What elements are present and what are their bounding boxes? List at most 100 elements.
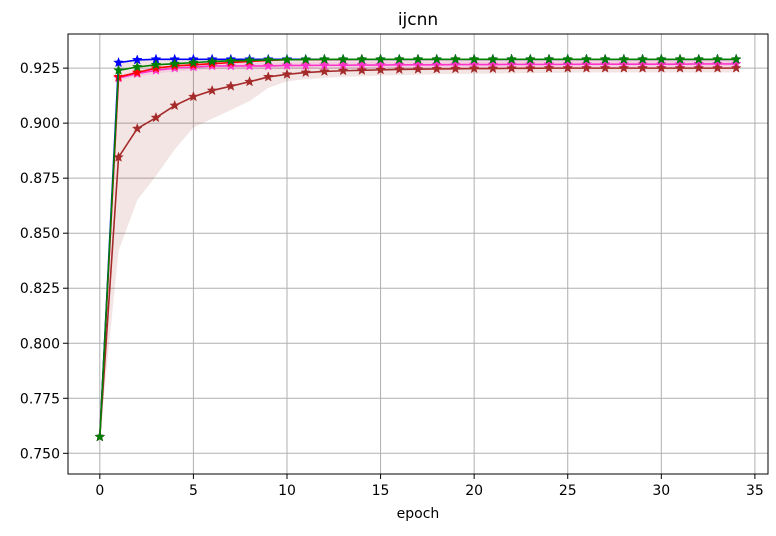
data-point: [730, 62, 742, 73]
y-tick-label: 0.800: [20, 336, 60, 352]
data-point: [506, 53, 518, 64]
x-tick-label: 10: [278, 483, 296, 499]
data-point: [206, 55, 218, 67]
data-point: [225, 55, 237, 66]
data-point: [244, 76, 255, 87]
x-axis-label: epoch: [397, 506, 440, 522]
confidence-band: [99, 59, 737, 437]
data-point: [300, 66, 312, 78]
data-point: [262, 71, 274, 82]
data-point: [562, 53, 574, 64]
data-point: [244, 54, 255, 66]
data-point: [300, 53, 312, 65]
data-point: [543, 62, 555, 73]
data-point: [337, 65, 349, 76]
data-point: [281, 54, 293, 65]
x-tick-label: 35: [746, 483, 764, 499]
data-point: [450, 53, 461, 64]
data-point: [244, 60, 255, 71]
data-point: [393, 63, 405, 75]
data-point: [150, 111, 162, 123]
confidence-bands: [99, 59, 737, 437]
data-point: [599, 53, 611, 64]
data-point: [225, 60, 237, 71]
data-point: [206, 84, 218, 96]
data-point: [562, 62, 574, 73]
y-tick-label: 0.825: [20, 281, 60, 297]
data-point: [431, 53, 443, 64]
data-point: [487, 62, 499, 74]
data-point: [487, 53, 499, 64]
data-point: [468, 62, 480, 74]
data-point: [618, 53, 630, 64]
data-point: [655, 62, 667, 73]
plot-frame: [67, 33, 769, 475]
data-point: [131, 122, 143, 134]
data-point: [674, 53, 686, 64]
data-point: [468, 53, 480, 64]
data-point: [599, 62, 611, 73]
data-point: [187, 56, 199, 68]
data-point: [524, 53, 536, 64]
data-point: [506, 62, 518, 73]
data-point: [543, 53, 555, 64]
data-point: [318, 53, 330, 64]
data-point: [131, 61, 143, 72]
y-tick-label: 0.900: [20, 116, 60, 132]
series-lines: [94, 53, 742, 442]
data-point: [393, 53, 405, 64]
x-tick-label: 25: [559, 483, 577, 499]
data-point: [712, 62, 723, 73]
data-point: [693, 53, 705, 64]
data-point: [712, 53, 723, 64]
data-point: [674, 62, 686, 73]
data-point: [450, 63, 461, 74]
chart-title: ijcnn: [398, 10, 438, 30]
data-point: [337, 53, 349, 64]
data-point: [581, 62, 592, 73]
x-tick-label: 20: [465, 483, 483, 499]
data-point: [637, 53, 649, 64]
data-point: [356, 64, 368, 75]
y-tick-label: 0.875: [20, 171, 60, 187]
data-point: [356, 53, 368, 64]
data-point: [262, 60, 274, 71]
data-point: [375, 64, 386, 75]
data-point: [131, 66, 143, 78]
data-point: [693, 62, 705, 73]
x-tick-label: 15: [372, 483, 390, 499]
data-point: [655, 53, 667, 64]
data-point: [169, 99, 181, 111]
series: [94, 62, 742, 442]
data-point: [618, 62, 630, 73]
data-point: [281, 59, 293, 71]
data-point: [225, 80, 237, 91]
x-tick-label: 0: [95, 483, 104, 499]
x-tick-label: 30: [652, 483, 670, 499]
x-tick-label: 5: [189, 483, 198, 499]
series: [94, 53, 742, 442]
data-point: [581, 53, 592, 64]
x-axis-ticks: 0 5 10 15 20 25 30 35: [95, 474, 764, 499]
data-point: [150, 62, 162, 73]
y-tick-label: 0.850: [20, 226, 60, 242]
data-point: [318, 65, 330, 77]
data-point: [150, 59, 162, 70]
data-point: [113, 64, 124, 75]
data-point: [375, 53, 386, 64]
y-tick-label: 0.925: [20, 61, 60, 77]
data-point: [262, 54, 274, 65]
data-point: [730, 53, 742, 64]
data-point: [281, 68, 293, 79]
data-point: [412, 63, 424, 74]
data-point: [94, 431, 106, 442]
data-point: [169, 57, 181, 69]
y-tick-label: 0.775: [20, 391, 60, 407]
data-point: [431, 63, 443, 74]
data-point: [524, 62, 536, 73]
data-point: [187, 91, 199, 102]
data-point: [637, 62, 649, 73]
y-tick-label: 0.750: [20, 446, 60, 462]
